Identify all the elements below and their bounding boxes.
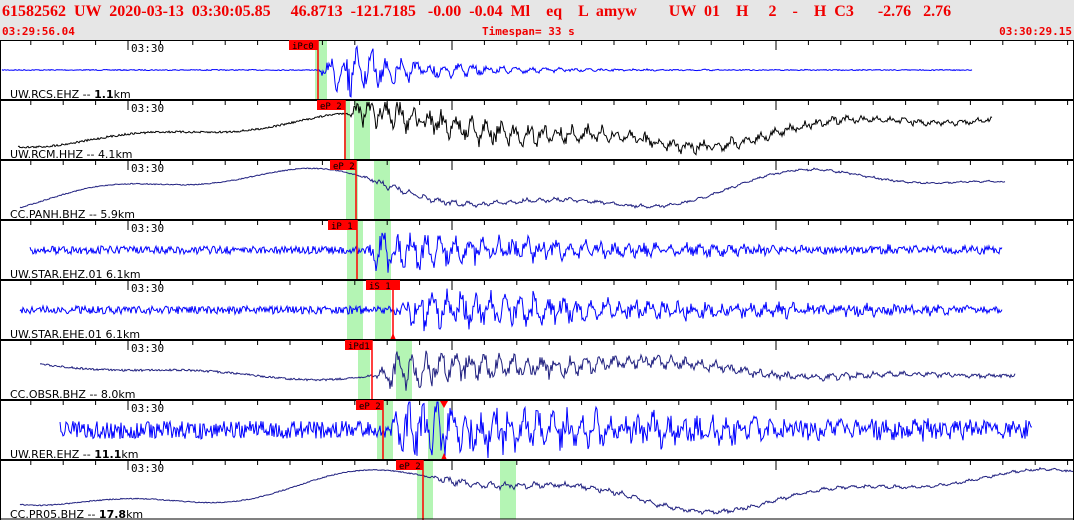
channel-label: UW.RER.EHZ -- 11.1km xyxy=(10,448,138,461)
pick-label: eP 2 xyxy=(333,162,355,172)
distance-unit: km xyxy=(124,268,141,281)
channel-label: UW.STAR.EHE.01 6.1km xyxy=(10,328,140,341)
channel-name: UW.RCM.HHZ -- xyxy=(10,148,98,161)
time-axis-label: 03:30 xyxy=(131,402,164,415)
channel-panel[interactable]: 03:30 eP 2 UW.RER.EHZ -- 11.1km xyxy=(0,399,1074,461)
time-axis-label: 03:30 xyxy=(131,222,164,235)
channel-panel[interactable]: 03:30 eP 2 UW.RCM.HHZ -- 4.1km xyxy=(0,99,1074,161)
channel-name: CC.PANH.BHZ -- xyxy=(10,208,100,221)
channel-panel[interactable]: 03:30 eP 2 CC.PANH.BHZ -- 5.9km xyxy=(0,159,1074,221)
time-axis-label: 03:30 xyxy=(131,342,164,355)
distance-unit: km xyxy=(114,88,131,101)
event-header: 61582562 UW 2020-03-13 03:30:05.85 46.87… xyxy=(0,0,1074,40)
channel-distance: 6.1 xyxy=(105,328,123,341)
time-window[interactable] xyxy=(377,401,393,459)
time-window[interactable] xyxy=(358,341,370,399)
channel-label: CC.PR05.BHZ -- 17.8km xyxy=(10,508,143,520)
channel-name: UW.STAR.EHZ.01 xyxy=(10,268,106,281)
channel-distance: 17.8 xyxy=(99,508,126,520)
pick-label-box[interactable] xyxy=(330,160,356,170)
start-time: 03:29:56.04 xyxy=(2,25,75,38)
channel-panel[interactable]: 03:30 iPc0 UW.RCS.EHZ -- 1.1km xyxy=(0,40,1074,101)
channel-panel[interactable]: 03:30 iP 1 UW.STAR.EHZ.01 6.1km xyxy=(0,219,1074,281)
distance-unit: km xyxy=(118,388,135,401)
time-window[interactable] xyxy=(354,101,370,159)
seismogram-trace xyxy=(19,466,1074,516)
distance-unit: km xyxy=(123,328,140,341)
channel-distance: 4.1 xyxy=(98,148,116,161)
time-window[interactable] xyxy=(500,461,516,519)
pick-label: eP 2 xyxy=(320,102,342,112)
channel-distance: 8.0 xyxy=(101,388,119,401)
pick-label: iPc0 xyxy=(292,42,314,52)
pick-marker-icon xyxy=(390,333,396,340)
time-window[interactable] xyxy=(346,161,358,219)
seismogram-trace xyxy=(29,232,1003,273)
channel-name: UW.RCS.EHZ -- xyxy=(10,88,94,101)
pick-label: iPd1 xyxy=(348,342,370,352)
channel-name: CC.OBSR.BHZ -- xyxy=(10,388,101,401)
pick-marker-icon xyxy=(440,401,448,408)
channel-distance: 5.9 xyxy=(100,208,118,221)
channel-distance: 11.1 xyxy=(94,448,121,461)
pick-label-box[interactable] xyxy=(289,40,318,50)
pick-label-box[interactable] xyxy=(366,280,400,290)
channel-name: UW.STAR.EHE.01 xyxy=(10,328,105,341)
pick-label-box[interactable] xyxy=(317,100,345,110)
pick-label-box[interactable] xyxy=(396,460,423,470)
time-window[interactable] xyxy=(375,221,391,279)
distance-unit: km xyxy=(118,208,135,221)
channel-distance: 1.1 xyxy=(94,88,114,101)
event-summary: 61582562 UW 2020-03-13 03:30:05.85 46.87… xyxy=(2,3,952,20)
seismogram-trace xyxy=(17,101,993,156)
channel-label: UW.STAR.EHZ.01 6.1km xyxy=(10,268,141,281)
pick-label: eP 2 xyxy=(399,462,421,472)
time-axis-label: 03:30 xyxy=(131,462,164,475)
distance-unit: km xyxy=(121,448,138,461)
time-axis-label: 03:30 xyxy=(131,282,164,295)
channel-panel[interactable]: 03:30 iS 1 UW.STAR.EHE.01 6.1km xyxy=(0,279,1074,341)
pick-label-box[interactable] xyxy=(345,340,372,350)
time-window[interactable] xyxy=(428,401,444,459)
channel-label: UW.RCM.HHZ -- 4.1km xyxy=(10,148,133,161)
pick-label: iS 1 xyxy=(369,282,391,292)
time-axis-label: 03:30 xyxy=(131,102,164,115)
seismogram-trace xyxy=(39,350,1016,391)
channel-distance: 6.1 xyxy=(106,268,124,281)
time-axis-label: 03:30 xyxy=(131,162,164,175)
channel-label: CC.OBSR.BHZ -- 8.0km xyxy=(10,388,135,401)
channel-panel[interactable]: 03:30 eP 2 CC.PR05.BHZ -- 17.8km xyxy=(0,459,1074,520)
time-window[interactable] xyxy=(396,341,412,399)
time-axis-label: 03:30 xyxy=(131,42,164,55)
distance-unit: km xyxy=(115,148,132,161)
pick-label: eP 2 xyxy=(359,402,381,412)
seismogram-trace xyxy=(1,44,973,98)
channel-label: CC.PANH.BHZ -- 5.9km xyxy=(10,208,135,221)
pick-marker-icon xyxy=(441,453,447,460)
seismogram-trace xyxy=(19,288,1003,332)
time-window[interactable] xyxy=(344,101,350,159)
pick-label: iP 1 xyxy=(331,222,353,232)
end-time: 03:30:29.15 xyxy=(999,25,1072,38)
timespan: Timespan= 33 s xyxy=(482,25,575,38)
channel-panel[interactable]: 03:30 iPd1 CC.OBSR.BHZ -- 8.0km xyxy=(0,339,1074,401)
distance-unit: km xyxy=(126,508,143,520)
seismogram-trace xyxy=(59,401,1033,459)
pick-label-box[interactable] xyxy=(356,400,383,410)
channel-name: CC.PR05.BHZ -- xyxy=(10,508,99,520)
pick-label-box[interactable] xyxy=(328,220,357,230)
seismogram-trace xyxy=(19,167,1006,209)
channel-label: UW.RCS.EHZ -- 1.1km xyxy=(10,88,131,101)
channel-name: UW.RER.EHZ -- xyxy=(10,448,94,461)
time-window[interactable] xyxy=(374,161,390,219)
